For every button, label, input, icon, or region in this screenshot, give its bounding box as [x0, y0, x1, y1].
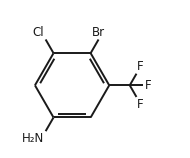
Text: Cl: Cl	[32, 26, 44, 39]
Text: Br: Br	[92, 26, 105, 39]
Text: H₂N: H₂N	[22, 132, 44, 145]
Text: F: F	[144, 79, 151, 92]
Text: F: F	[137, 60, 144, 73]
Text: F: F	[137, 98, 144, 111]
